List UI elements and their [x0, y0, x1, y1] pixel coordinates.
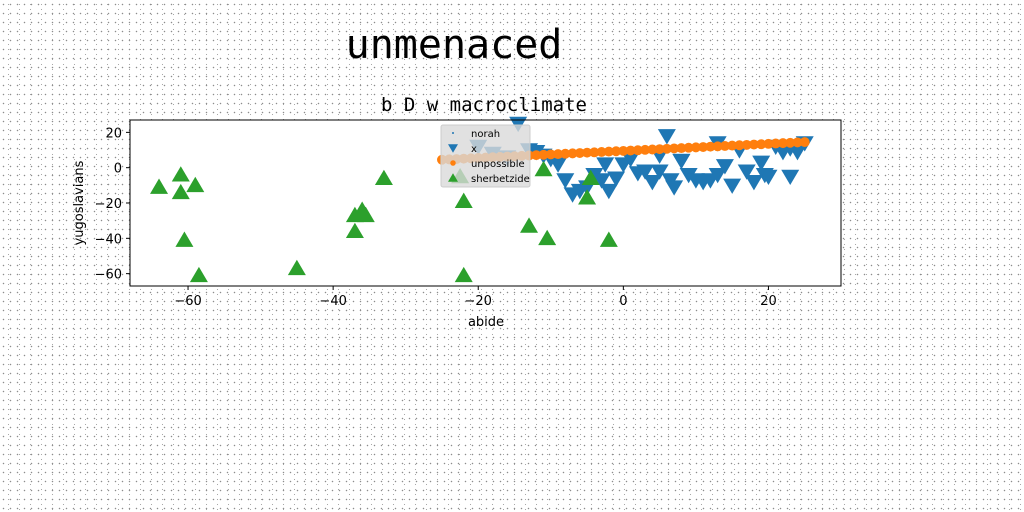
x-axis-label: abide — [468, 315, 504, 330]
x-tick-label: −20 — [465, 294, 492, 309]
chart-title: b D w macroclimate — [381, 94, 587, 116]
legend-marker-norah — [452, 132, 454, 134]
y-axis-label: yugoslavians — [72, 160, 87, 245]
y-tick-label: −60 — [95, 268, 122, 283]
x-tick-label: −40 — [319, 294, 346, 309]
x-tick-label: 20 — [760, 294, 777, 309]
legend-label-x: x — [471, 144, 477, 155]
y-tick-label: 0 — [114, 162, 122, 177]
legend-label-sherbetzide: sherbetzide — [471, 174, 530, 185]
x-tick-label: −60 — [174, 294, 201, 309]
x-tick-label: 0 — [619, 294, 627, 309]
y-tick-label: −20 — [95, 197, 122, 212]
legend-marker-unpossible — [450, 160, 456, 166]
y-tick-label: 20 — [105, 126, 122, 141]
data-point-unpossible — [800, 137, 810, 147]
legend-label-norah: norah — [471, 129, 500, 140]
y-tick-label: −40 — [95, 232, 122, 247]
legend-label-unpossible: unpossible — [471, 159, 525, 170]
